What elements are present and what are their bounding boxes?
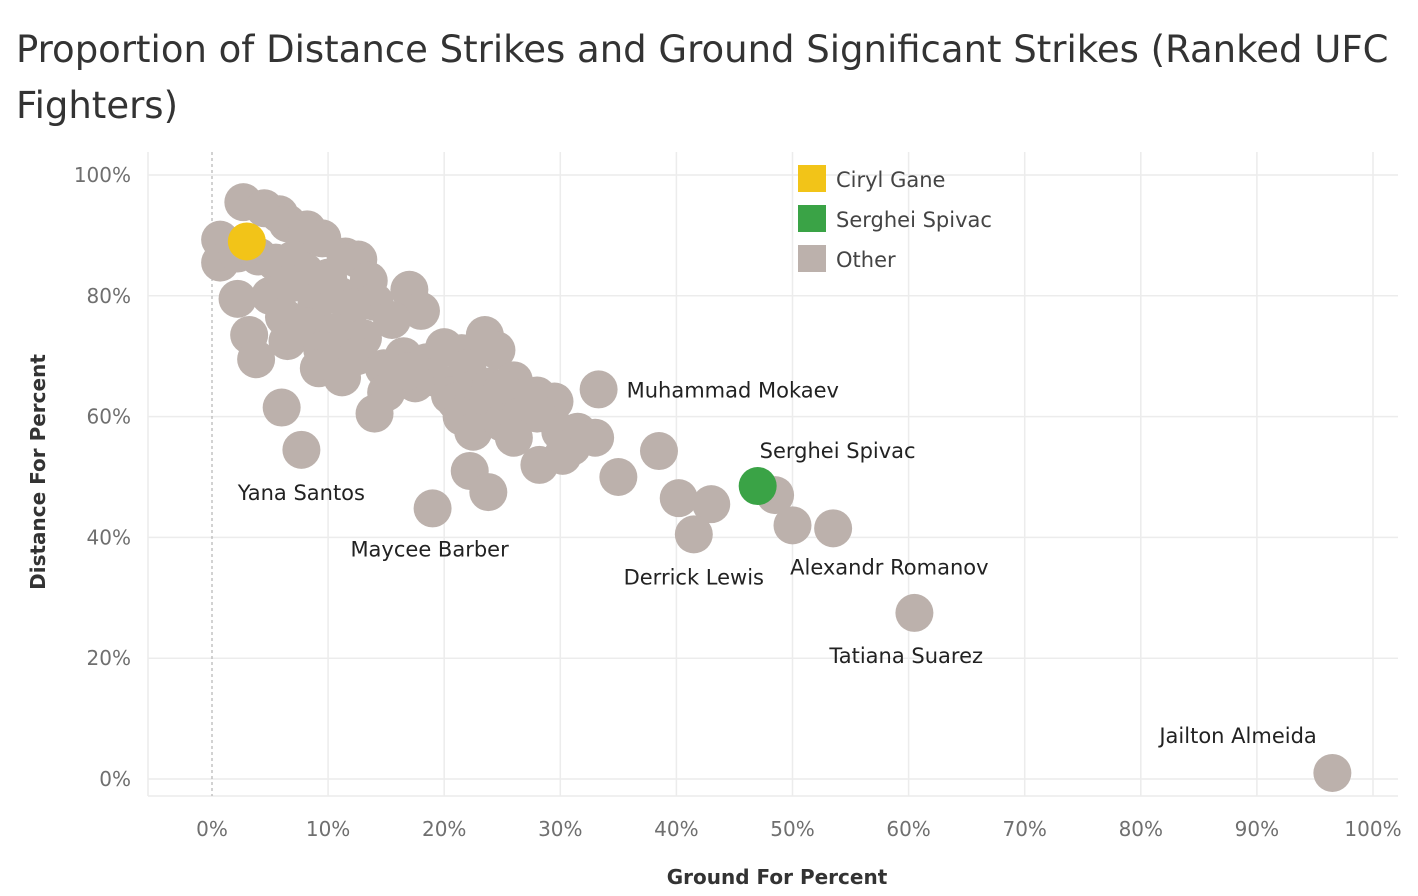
x-axis-ticks: 0% 10% 20% 30% 40% 50% 60% 70% 80% 90% 100% — [196, 817, 1401, 841]
point-labels: Muhammad Mokaev Serghei Spivac Yana Santos… — [237, 378, 1317, 748]
scatter-point-other — [579, 370, 618, 409]
x-tick-label: 100% — [1344, 817, 1401, 841]
x-tick-label: 20% — [422, 817, 466, 841]
legend-label: Serghei Spivac — [836, 208, 992, 232]
point-label: Yana Santos — [237, 481, 365, 505]
scatter-point-other — [454, 412, 493, 451]
scatter-point-other — [282, 430, 321, 469]
scatter-point-other — [639, 432, 678, 471]
y-tick-label: 60% — [87, 405, 131, 429]
point-label: Muhammad Mokaev — [627, 378, 839, 402]
grid-lines — [147, 152, 1398, 797]
scatter-point-other — [1313, 753, 1352, 792]
y-tick-label: 100% — [74, 163, 131, 187]
scatter-point-other — [268, 322, 307, 361]
point-label: Tatiana Suarez — [828, 644, 983, 668]
x-tick-label: 60% — [886, 817, 930, 841]
legend: Ciryl Gane Serghei Spivac Other — [798, 165, 992, 272]
y-axis-ticks: 0% 20% 40% 60% 80% 100% — [74, 163, 131, 791]
scatter-point-other — [323, 358, 362, 397]
y-tick-label: 40% — [87, 525, 131, 549]
scatter-point-other — [477, 331, 516, 370]
x-tick-label: 10% — [306, 817, 350, 841]
scatter-point-other — [469, 473, 508, 512]
point-label: Derrick Lewis — [624, 565, 764, 589]
scatter-point-other — [494, 418, 533, 457]
x-tick-label: 0% — [196, 817, 228, 841]
x-tick-label: 30% — [538, 817, 582, 841]
data-points — [201, 183, 1352, 792]
legend-label: Other — [836, 248, 896, 272]
scatter-point-other — [388, 352, 427, 391]
legend-label: Ciryl Gane — [836, 168, 945, 192]
scatter-point-other — [270, 264, 309, 303]
legend-swatch — [798, 205, 826, 232]
scatter-point-other — [355, 394, 394, 433]
x-axis-title: Ground For Percent — [667, 865, 888, 889]
scatter-point-other — [659, 479, 698, 518]
scatter-point-other — [895, 593, 934, 632]
point-label: Maycee Barber — [350, 537, 509, 561]
point-label: Jailton Almeida — [1157, 724, 1316, 748]
scatter-point-other — [262, 388, 301, 427]
scatter-point-serghei-spivac — [738, 467, 777, 506]
scatter-point-other — [814, 509, 853, 548]
scatter-point-other — [674, 515, 713, 554]
x-tick-label: 50% — [770, 817, 814, 841]
scatter-point-other — [401, 291, 440, 330]
scatter-point-ciryl-gane — [227, 222, 266, 261]
y-tick-label: 80% — [87, 284, 131, 308]
scatter-point-other — [413, 489, 452, 528]
y-axis-title: Distance For Percent — [26, 354, 50, 590]
scatter-point-other — [520, 445, 559, 484]
x-tick-label: 40% — [654, 817, 698, 841]
point-label: Serghei Spivac — [760, 439, 916, 463]
scatter-point-other — [599, 458, 638, 496]
scatter-point-other — [773, 506, 812, 545]
legend-swatch — [798, 245, 826, 272]
scatter-point-other — [237, 340, 276, 379]
x-tick-label: 70% — [1002, 817, 1046, 841]
legend-swatch — [798, 165, 826, 192]
scatter-point-other — [692, 485, 731, 524]
x-tick-label: 90% — [1235, 817, 1279, 841]
y-tick-label: 20% — [87, 646, 131, 670]
x-tick-label: 80% — [1119, 817, 1163, 841]
point-label: Alexandr Romanov — [790, 555, 988, 579]
scatter-point-other — [372, 300, 411, 339]
y-tick-label: 0% — [99, 767, 131, 791]
chart-title: Proportion of Distance Strikes and Groun… — [16, 28, 1389, 127]
scatter-point-other — [218, 279, 257, 318]
